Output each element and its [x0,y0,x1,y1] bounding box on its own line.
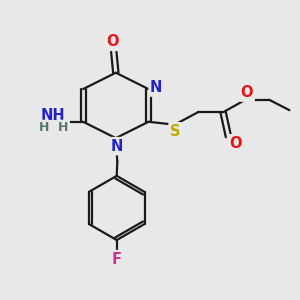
Text: H: H [58,121,68,134]
Text: F: F [112,252,122,267]
Text: N: N [110,139,123,154]
Text: O: O [229,136,241,151]
Text: O: O [241,85,253,100]
Text: S: S [170,124,181,139]
Text: NH: NH [41,108,66,123]
Text: N: N [150,80,162,95]
Text: H: H [38,121,49,134]
Text: O: O [106,34,119,49]
